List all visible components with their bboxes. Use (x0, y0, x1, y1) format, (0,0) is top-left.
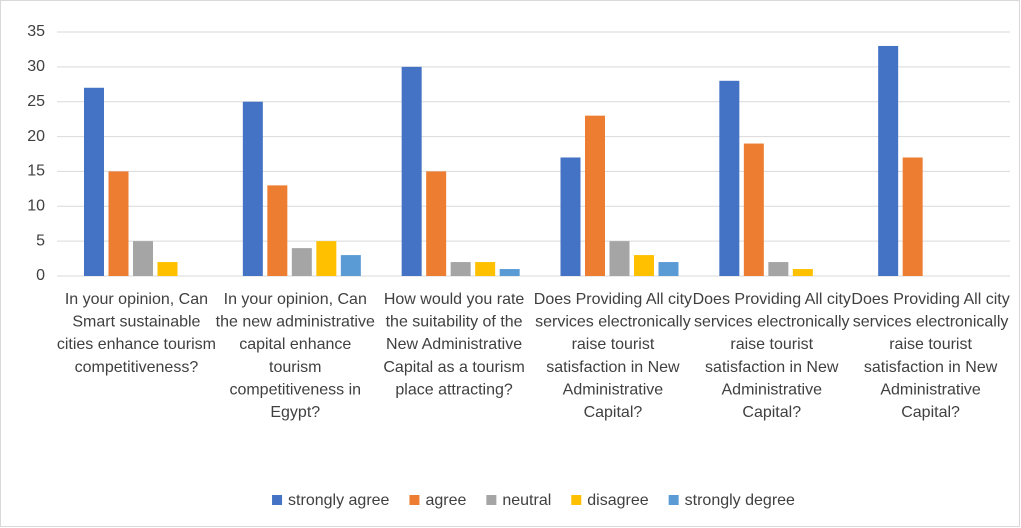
x-tick-line: Does Providing All city (851, 291, 1009, 308)
x-tick-line: competitiveness in (229, 382, 361, 399)
x-tick-label: Does Providing All city services electron… (851, 291, 1009, 421)
x-tick-label: Does Providing All city services electron… (693, 291, 851, 421)
bar (743, 143, 764, 276)
y-tick-label: 5 (36, 232, 45, 249)
x-tick-line: services electronically (535, 314, 691, 331)
y-tick-label: 30 (27, 58, 45, 75)
x-tick-line: cities enhance tourism (57, 336, 216, 353)
bar (340, 255, 361, 276)
bar (902, 157, 923, 276)
x-tick-line: Does Providing All city (534, 291, 692, 308)
x-tick-line: Administrative (880, 382, 981, 399)
x-tick-line: tourism (269, 359, 321, 376)
y-tick-label: 0 (36, 267, 45, 284)
x-tick-line: satisfaction in New (864, 359, 998, 376)
x-tick-line: Capital as a tourism (383, 359, 524, 376)
bar (133, 241, 153, 276)
x-tick-line: In your opinion, Can (65, 291, 208, 308)
bar (426, 171, 447, 276)
legend-swatch (571, 495, 582, 505)
x-tick-line: raise tourist (889, 336, 972, 353)
x-tick-line: competitiveness? (75, 359, 199, 376)
x-tick-line: Administrative (563, 382, 664, 399)
bar (792, 269, 813, 276)
bar (267, 185, 288, 276)
bar (157, 262, 178, 276)
x-tick-label: In your opinion, Can the new administrati… (216, 291, 375, 421)
x-tick-line: Does Providing All city (693, 291, 851, 308)
x-tick-line: Capital? (584, 404, 643, 421)
x-tick-line: Smart sustainable (72, 314, 200, 331)
bar (658, 262, 679, 276)
bar (768, 262, 789, 276)
bar (560, 157, 581, 276)
bar (108, 171, 129, 276)
x-tick-line: Administrative (722, 382, 823, 399)
legend-label: strongly degree (685, 492, 795, 509)
x-tick-line: the suitability of the (386, 314, 523, 331)
y-tick-label: 35 (27, 23, 45, 40)
legend-swatch (486, 495, 497, 505)
x-tick-line: the new administrative (216, 314, 375, 331)
legend-label: disagree (587, 492, 648, 509)
legend-label: agree (425, 492, 466, 509)
legend-swatch (668, 495, 679, 505)
legend-label: neutral (502, 492, 551, 509)
bar (499, 269, 520, 276)
bar (475, 262, 496, 276)
bar (401, 66, 422, 276)
x-tick-line: place attracting? (395, 382, 513, 399)
bar (719, 80, 740, 276)
bar (634, 255, 654, 276)
x-tick-line: raise tourist (730, 336, 813, 353)
bar (609, 241, 630, 276)
bar (242, 101, 263, 276)
x-tick-line: How would you rate (384, 291, 525, 308)
legend-swatch (272, 495, 283, 505)
x-tick-line: Egypt? (270, 404, 320, 421)
legend-swatch (409, 495, 420, 505)
x-tick-line: raise tourist (572, 336, 655, 353)
y-tick-label: 25 (27, 93, 45, 110)
bar (291, 248, 312, 276)
legend-label: strongly agree (288, 492, 389, 509)
bar (450, 262, 471, 276)
bar (316, 241, 337, 276)
x-tick-line: New Administrative (386, 336, 522, 353)
x-tick-line: satisfaction in New (705, 359, 839, 376)
x-tick-line: services electronically (853, 314, 1009, 331)
x-tick-line: Capital? (742, 404, 801, 421)
bar (585, 115, 605, 277)
y-tick-label: 20 (27, 128, 45, 145)
x-tick-line: Capital? (901, 404, 960, 421)
legend: strongly agree agree neutral disagree strong… (272, 492, 795, 509)
x-tick-line: services electronically (694, 314, 850, 331)
x-tick-line: satisfaction in New (546, 359, 680, 376)
x-tick-label: Does Providing All city services electron… (534, 291, 692, 421)
x-tick-line: In your opinion, Can (224, 291, 367, 308)
x-tick-label: In your opinion, Can Smart sustainable cit… (57, 291, 216, 376)
bar (84, 87, 104, 277)
y-tick-label: 15 (27, 163, 45, 180)
x-tick-label: How would you rate the suitability of the… (383, 291, 524, 398)
y-tick-label: 10 (27, 198, 45, 215)
x-tick-line: capital enhance (239, 336, 351, 353)
bar (878, 45, 899, 276)
